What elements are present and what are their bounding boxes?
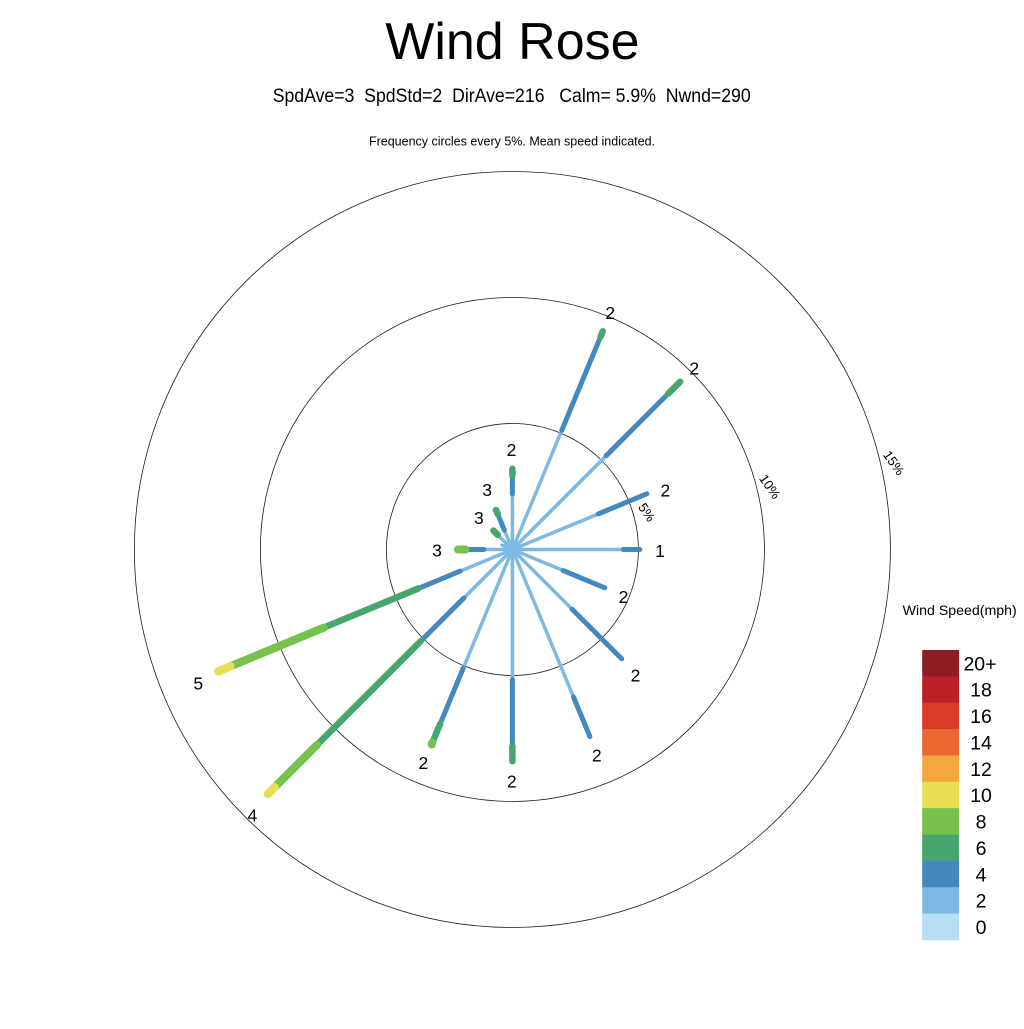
svg-text:8: 8	[976, 812, 987, 834]
svg-text:3: 3	[482, 480, 492, 500]
svg-text:2: 2	[661, 480, 671, 500]
svg-text:2: 2	[592, 746, 602, 766]
svg-text:14: 14	[970, 732, 992, 754]
svg-text:2: 2	[689, 358, 699, 378]
svg-text:2: 2	[507, 440, 517, 460]
svg-text:SpdAve=3 SpdStd=2 DirAve=216: SpdAve=3 SpdStd=2 DirAve=216 Calm= 5.9% …	[273, 86, 751, 107]
svg-text:18: 18	[970, 680, 992, 702]
svg-text:16: 16	[970, 706, 992, 728]
svg-text:Wind Speed(mph): Wind Speed(mph)	[903, 603, 1017, 618]
svg-text:10: 10	[970, 785, 992, 807]
svg-text:6: 6	[976, 838, 987, 860]
svg-text:20+: 20+	[963, 653, 996, 675]
svg-text:5: 5	[193, 673, 203, 693]
svg-text:12: 12	[970, 759, 992, 781]
svg-text:2: 2	[976, 891, 987, 913]
svg-text:3: 3	[432, 540, 442, 560]
svg-text:Frequency circles every 5%. Me: Frequency circles every 5%. Mean speed i…	[369, 134, 655, 148]
svg-text:2: 2	[619, 587, 629, 607]
svg-text:Wind Rose: Wind Rose	[385, 13, 639, 71]
svg-text:2: 2	[605, 303, 615, 323]
svg-text:4: 4	[248, 806, 258, 826]
svg-text:1: 1	[655, 541, 665, 561]
svg-text:3: 3	[474, 508, 484, 528]
svg-text:4: 4	[976, 864, 987, 886]
svg-text:2: 2	[631, 665, 641, 685]
svg-text:0: 0	[976, 917, 987, 939]
svg-text:2: 2	[419, 753, 429, 773]
svg-text:2: 2	[507, 771, 517, 791]
